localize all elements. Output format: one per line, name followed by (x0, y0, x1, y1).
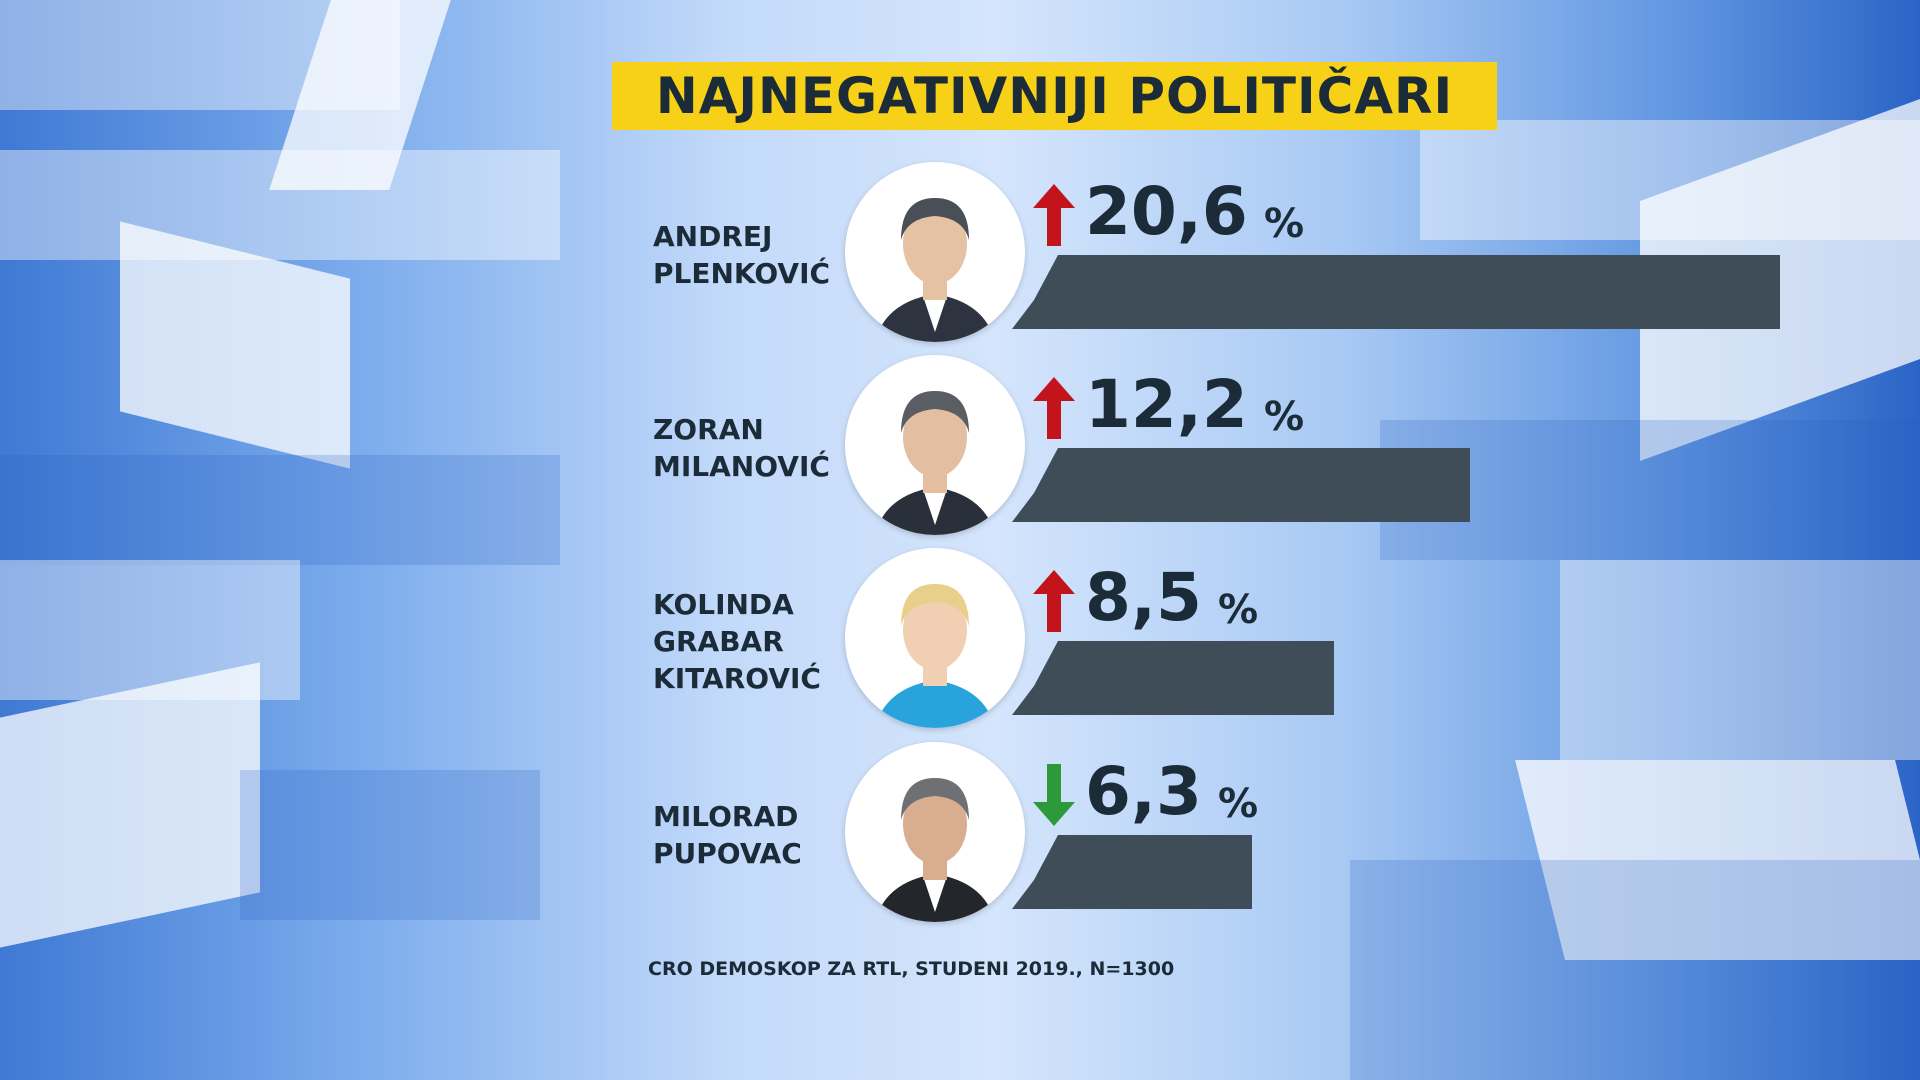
ranking-row: ANDREJ PLENKOVIĆ 20,6% (0, 160, 1920, 350)
value-label: 6,3 (1085, 753, 1202, 830)
arrow-up-icon (1033, 184, 1075, 246)
ranking-row: ZORAN MILANOVIĆ 12,2% (0, 353, 1920, 543)
bar (1012, 255, 1780, 329)
percent-unit: % (1218, 587, 1259, 633)
ranking-row: KOLINDA GRABAR KITAROVIĆ 8,5% (0, 546, 1920, 736)
person-icon (845, 742, 1025, 922)
arrow-up-icon (1033, 377, 1075, 439)
value-label: 20,6 (1085, 173, 1248, 250)
bar (1012, 448, 1470, 522)
politician-name-line: MILORAD (653, 800, 799, 833)
politician-name: ANDREJ PLENKOVIĆ (653, 160, 830, 350)
percent-unit: % (1218, 781, 1259, 827)
value-label: 8,5 (1085, 559, 1202, 636)
politician-name-line: PUPOVAC (653, 837, 802, 870)
politician-name-line: ZORAN (653, 413, 764, 446)
value-label: 12,2 (1085, 366, 1248, 443)
percent-unit: % (1264, 394, 1305, 440)
politician-name-line: KITAROVIĆ (653, 661, 821, 695)
bar (1012, 835, 1252, 909)
portrait-photo (845, 548, 1025, 728)
source-note: CRO DEMOSKOP ZA RTL, STUDENI 2019., N=13… (648, 958, 1175, 980)
person-icon (845, 548, 1025, 728)
chart-title-banner: NAJNEGATIVNIJI POLITIČARI (612, 62, 1497, 130)
politician-name-line: MILANOVIĆ (653, 450, 830, 483)
politician-name: KOLINDA GRABAR KITAROVIĆ (653, 546, 821, 736)
politician-name: MILORAD PUPOVAC (653, 740, 802, 930)
portrait-photo (845, 742, 1025, 922)
person-icon (845, 355, 1025, 535)
portrait-photo (845, 355, 1025, 535)
politician-name-line: PLENKOVIĆ (653, 257, 831, 290)
ranking-row: MILORAD PUPOVAC 6,3% (0, 740, 1920, 930)
politician-name-line: KOLINDA (653, 587, 794, 621)
percent-unit: % (1264, 201, 1305, 247)
arrow-down-icon (1033, 764, 1075, 826)
person-icon (845, 162, 1025, 342)
portrait-photo (845, 162, 1025, 342)
chart-title: NAJNEGATIVNIJI POLITIČARI (655, 67, 1454, 125)
bar (1012, 641, 1334, 715)
politician-name: ZORAN MILANOVIĆ (653, 353, 830, 543)
politician-name-line: GRABAR (653, 624, 784, 658)
arrow-up-icon (1033, 570, 1075, 632)
politician-name-line: ANDREJ (653, 220, 773, 253)
